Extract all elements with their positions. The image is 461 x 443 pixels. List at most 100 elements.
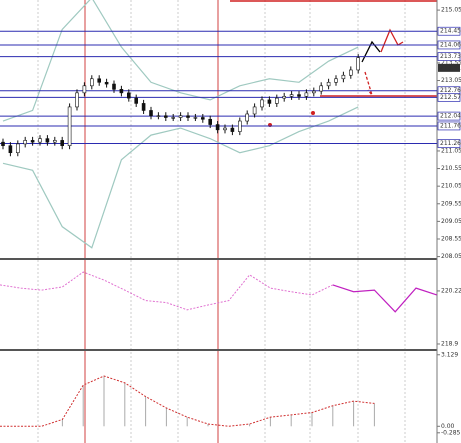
candle-body bbox=[75, 92, 79, 108]
candle-body bbox=[252, 106, 257, 115]
level-label: 212.76 bbox=[440, 87, 461, 94]
candle-body bbox=[15, 143, 20, 154]
histogram-bar bbox=[165, 408, 167, 427]
histogram-bar bbox=[207, 424, 209, 427]
candle-body bbox=[223, 127, 227, 131]
price-label-box bbox=[438, 63, 460, 72]
candle-body bbox=[178, 115, 183, 118]
y-tick-label: 209.05 bbox=[441, 218, 461, 225]
level-label-box bbox=[437, 111, 461, 121]
histogram-bar bbox=[269, 417, 271, 427]
y-tick-label: 208.05 bbox=[441, 253, 461, 260]
histogram-bar bbox=[373, 403, 375, 427]
histogram-bar bbox=[311, 412, 313, 427]
y-tick-label: 220.22 bbox=[441, 287, 461, 294]
histogram-bar bbox=[103, 376, 105, 427]
candle-body bbox=[201, 117, 205, 120]
candle-body bbox=[311, 90, 316, 94]
candle-body bbox=[97, 78, 101, 83]
level-label: 212.57 bbox=[440, 94, 461, 101]
level-label-box bbox=[437, 26, 461, 36]
candle-body bbox=[38, 138, 42, 143]
level-label-box bbox=[437, 93, 461, 102]
y-tick-label: 218.9 bbox=[441, 340, 458, 347]
candle-body bbox=[282, 96, 287, 99]
candle-body bbox=[356, 57, 361, 71]
candle-body bbox=[260, 99, 264, 108]
candle-body bbox=[30, 140, 35, 143]
indicator-line bbox=[332, 284, 437, 313]
histogram-bar bbox=[332, 405, 334, 427]
candle-body bbox=[82, 85, 87, 94]
candle-body bbox=[60, 140, 65, 146]
candle-body bbox=[171, 117, 175, 119]
y-tick-label: 0.00 bbox=[441, 423, 455, 430]
histogram-bar bbox=[124, 382, 126, 427]
y-tick-label: 3.129 bbox=[441, 351, 458, 358]
projection bbox=[361, 40, 381, 63]
y-tick-label: 209.55 bbox=[441, 200, 461, 207]
candle-body bbox=[230, 127, 235, 132]
candle-body bbox=[45, 138, 50, 143]
candle-body bbox=[238, 120, 242, 132]
candle-body bbox=[274, 97, 279, 104]
level-label: 213.73 bbox=[440, 53, 461, 60]
candle-body bbox=[304, 92, 309, 97]
bollinger-band bbox=[2, 0, 359, 122]
signal-line bbox=[0, 375, 375, 427]
candle-body bbox=[104, 81, 109, 85]
y-tick-label: 213.05 bbox=[441, 77, 461, 84]
candle-body bbox=[297, 94, 301, 97]
candle-body bbox=[112, 83, 116, 90]
price-label: 213.41 bbox=[440, 64, 461, 71]
histogram-bar bbox=[145, 396, 147, 427]
candle-body bbox=[326, 81, 331, 87]
histogram-bar bbox=[61, 419, 63, 427]
y-tick-label: 215.05 bbox=[441, 7, 461, 14]
candle-body bbox=[208, 118, 212, 125]
candle-body bbox=[215, 124, 220, 131]
candle-body bbox=[348, 69, 353, 76]
y-tick-label: 210.55 bbox=[441, 165, 461, 172]
bollinger-band bbox=[2, 106, 359, 249]
candle-body bbox=[164, 115, 168, 118]
candle-body bbox=[156, 115, 161, 117]
level-label: 214.45 bbox=[440, 28, 461, 35]
histogram-bar bbox=[353, 401, 355, 427]
candle-body bbox=[193, 117, 198, 119]
y-tick-label: 213.55 bbox=[441, 59, 461, 66]
candle-body bbox=[67, 106, 72, 146]
candle-body bbox=[119, 89, 124, 94]
y-tick-label: -0.285 bbox=[441, 429, 461, 436]
candle-body bbox=[23, 140, 28, 145]
level-label-box bbox=[437, 139, 461, 148]
histogram-bar bbox=[82, 385, 84, 427]
candle-body bbox=[127, 92, 131, 99]
level-label: 211.76 bbox=[440, 122, 461, 129]
histogram-bar bbox=[186, 417, 188, 427]
y-tick-label: 210.05 bbox=[441, 183, 461, 190]
candle-body bbox=[1, 141, 5, 146]
level-label: 211.26 bbox=[440, 140, 461, 147]
candle-body bbox=[289, 94, 294, 97]
signal-dot bbox=[311, 111, 315, 115]
projection bbox=[380, 28, 404, 53]
candle-body bbox=[186, 115, 190, 118]
candle-body bbox=[8, 145, 13, 154]
candle-body bbox=[267, 99, 272, 104]
y-tick-label: 208.55 bbox=[441, 235, 461, 242]
candle-body bbox=[149, 110, 153, 117]
candle-body bbox=[319, 85, 324, 92]
candle-body bbox=[90, 78, 94, 87]
candle-body bbox=[52, 140, 57, 143]
y-tick-label: 211.05 bbox=[441, 147, 461, 154]
level-label-box bbox=[437, 52, 461, 61]
candle-body bbox=[245, 113, 249, 122]
level-label: 212.04 bbox=[440, 113, 461, 120]
level-label-box bbox=[437, 121, 461, 131]
candle-body bbox=[334, 78, 338, 83]
level-label-box bbox=[437, 40, 461, 50]
